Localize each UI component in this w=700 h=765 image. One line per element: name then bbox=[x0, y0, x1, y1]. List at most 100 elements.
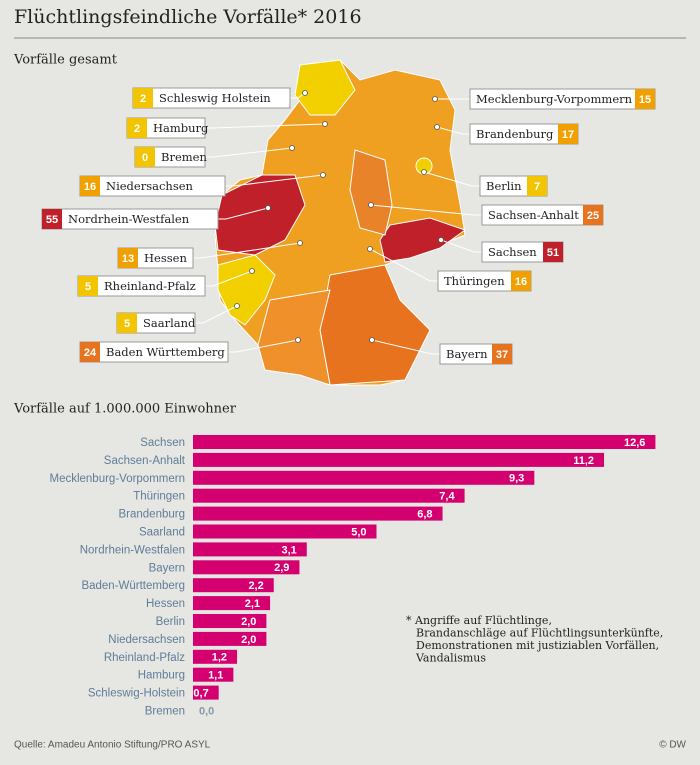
map-labels: 2 Schleswig Holstein 2 Hamburg 0 Bremen 16 Nied… bbox=[41, 87, 656, 365]
state-value: 16 bbox=[515, 276, 527, 288]
bar bbox=[193, 649, 238, 664]
leader-line bbox=[193, 242, 301, 259]
state-value: 5 bbox=[85, 281, 91, 293]
state-value: 0 bbox=[142, 152, 148, 164]
bar bbox=[193, 506, 443, 521]
state-name: Bremen bbox=[161, 150, 207, 164]
value-label: 11,2 bbox=[573, 455, 594, 467]
category-label: Nordrhein-Westfalen bbox=[80, 544, 185, 556]
bar bbox=[193, 596, 271, 611]
leader-dot bbox=[295, 337, 301, 343]
leader-line bbox=[225, 174, 324, 187]
category-label: Berlin bbox=[156, 616, 185, 628]
state-name: Saarland bbox=[143, 316, 196, 330]
source: Quelle: Amadeu Antonio Stiftung/PRO ASYL bbox=[14, 740, 211, 751]
state-name: Baden Württemberg bbox=[106, 345, 225, 359]
footnote: * Angriffe auf Flüchtlinge,Brandanschläg… bbox=[406, 614, 663, 665]
state-name: Thüringen bbox=[444, 274, 505, 288]
leader-line bbox=[440, 239, 482, 253]
value-label: 1,1 bbox=[208, 670, 223, 682]
value-label: 7,4 bbox=[439, 491, 455, 503]
map-subtitle: Vorfälle gesamt bbox=[13, 53, 118, 68]
leader-line bbox=[205, 147, 293, 158]
leader-dot bbox=[421, 169, 427, 175]
bar bbox=[193, 470, 535, 485]
bar bbox=[193, 524, 377, 539]
leader-dot bbox=[322, 121, 328, 127]
leader-line bbox=[423, 171, 480, 187]
leader-line bbox=[218, 207, 269, 220]
value-label: 5,0 bbox=[351, 526, 366, 538]
value-box bbox=[583, 205, 603, 225]
leader-line bbox=[205, 123, 326, 129]
state-value: 16 bbox=[84, 181, 96, 193]
leader-line bbox=[370, 204, 482, 216]
state-name: Rheinland-Pfalz bbox=[104, 279, 196, 293]
state-name: Schleswig Holstein bbox=[159, 91, 271, 105]
state-value: 5 bbox=[124, 318, 130, 330]
state-name: Sachsen bbox=[488, 245, 537, 259]
leader-dot bbox=[249, 268, 255, 274]
bar bbox=[193, 560, 300, 575]
value-box bbox=[135, 147, 155, 167]
leader-dot bbox=[265, 205, 271, 211]
leader-dot bbox=[302, 90, 308, 96]
state-name: Mecklenburg-Vorpommern bbox=[476, 92, 633, 106]
bar bbox=[193, 435, 656, 449]
state-name: Hamburg bbox=[153, 121, 209, 135]
leader-dot bbox=[369, 337, 375, 343]
leader-dot bbox=[438, 237, 444, 243]
value-label: 2,0 bbox=[241, 616, 256, 628]
value-box bbox=[527, 176, 547, 196]
state-value: 2 bbox=[134, 123, 140, 135]
value-box bbox=[118, 248, 138, 268]
category-label: Brandenburg bbox=[119, 509, 186, 521]
bar bbox=[193, 488, 465, 503]
category-label: Sachsen bbox=[140, 437, 185, 449]
state-st bbox=[349, 149, 393, 236]
state-rp bbox=[217, 254, 276, 326]
value-label: 0,0 bbox=[199, 705, 214, 717]
category-label: Baden-Württemberg bbox=[81, 580, 185, 592]
state-name: Nordrhein-Westfalen bbox=[68, 212, 190, 226]
state-name: Bayern bbox=[446, 347, 488, 361]
state-name: Niedersachsen bbox=[106, 179, 194, 193]
state-name: Brandenburg bbox=[476, 127, 554, 141]
state-value: 7 bbox=[534, 181, 540, 193]
leader-line bbox=[371, 339, 440, 355]
leader-dot bbox=[367, 246, 373, 252]
value-label: 0,7 bbox=[193, 688, 208, 700]
state-name: Hessen bbox=[144, 251, 187, 265]
bar bbox=[193, 452, 605, 467]
leader-line bbox=[436, 126, 470, 135]
category-label: Mecklenburg-Vorpommern bbox=[49, 473, 185, 485]
value-box bbox=[558, 124, 578, 144]
state-value: 24 bbox=[84, 347, 97, 359]
value-label: 2,0 bbox=[241, 634, 256, 646]
state-value: 2 bbox=[140, 93, 146, 105]
footnote-line: Vandalismus bbox=[415, 652, 486, 665]
bar bbox=[193, 542, 307, 557]
value-box bbox=[127, 118, 147, 138]
credit: © DW bbox=[659, 740, 686, 751]
footnote-line: * Angriffe auf Flüchtlinge, bbox=[406, 614, 552, 627]
state-value: 15 bbox=[639, 94, 651, 106]
category-label: Hamburg bbox=[138, 670, 185, 682]
value-label: 6,8 bbox=[417, 509, 432, 521]
leader-dot bbox=[434, 124, 440, 130]
state-name: Berlin bbox=[486, 179, 522, 193]
value-box bbox=[80, 176, 100, 196]
value-label: 1,2 bbox=[212, 652, 227, 664]
leader-line bbox=[195, 305, 238, 324]
leader-line bbox=[228, 339, 299, 353]
state-by bbox=[319, 264, 431, 386]
bar bbox=[193, 685, 219, 700]
value-box bbox=[117, 313, 137, 333]
value-box bbox=[42, 209, 62, 229]
state-bw bbox=[257, 289, 331, 386]
title: Flüchtlingsfeindliche Vorfälle* 2016 bbox=[14, 6, 362, 28]
state-value: 13 bbox=[122, 253, 134, 265]
value-label: 12,6 bbox=[624, 437, 645, 449]
state-value: 37 bbox=[496, 349, 508, 361]
